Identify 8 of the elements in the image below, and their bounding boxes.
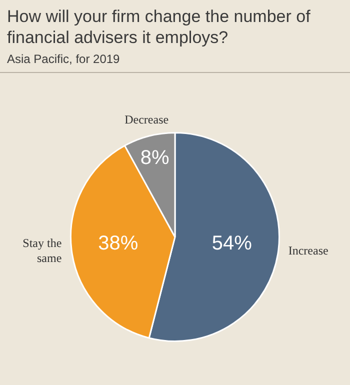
data-label: 54% [212, 232, 252, 255]
slice-label: Decrease [124, 112, 169, 126]
chart-title: How will your firm change the number of financial advisers it employs? [7, 6, 312, 48]
data-label: 8% [140, 146, 170, 169]
slice-label: Increase [288, 243, 328, 258]
slice-label: Stay the same [22, 236, 62, 265]
chart-subtitle: Asia Pacific, for 2019 [7, 52, 120, 66]
data-label: 38% [98, 232, 138, 255]
